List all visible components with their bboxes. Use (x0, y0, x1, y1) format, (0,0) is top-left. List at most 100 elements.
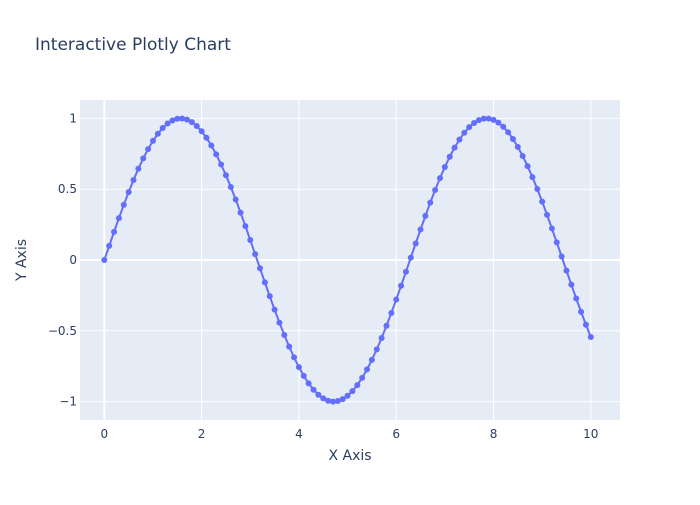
data-point (398, 282, 405, 289)
data-point (315, 391, 322, 398)
data-point (111, 228, 118, 235)
data-point (193, 123, 200, 130)
data-point (115, 215, 122, 222)
data-point (563, 267, 570, 274)
data-point (544, 211, 551, 218)
data-point (188, 119, 195, 126)
data-point (368, 356, 375, 363)
data-point (558, 253, 565, 260)
data-point (320, 395, 327, 402)
data-point (422, 212, 429, 219)
x-tick-label: 6 (392, 427, 400, 441)
data-point (524, 163, 531, 170)
data-point (218, 161, 225, 168)
data-point (393, 296, 400, 303)
data-point (266, 293, 273, 300)
data-point (432, 187, 439, 194)
data-point (198, 128, 205, 135)
data-point (529, 174, 536, 181)
data-point (222, 172, 229, 179)
data-point (578, 308, 585, 315)
grid-lines (80, 100, 620, 420)
data-point (412, 240, 419, 247)
data-point (237, 209, 244, 216)
data-point (164, 120, 171, 127)
data-point (149, 137, 156, 144)
data-point (441, 163, 448, 170)
data-point (373, 346, 380, 353)
data-point (349, 388, 356, 395)
data-point (344, 392, 351, 399)
x-tick-label: 10 (583, 427, 598, 441)
data-point (286, 343, 293, 350)
data-point (354, 382, 361, 389)
data-point (446, 153, 453, 160)
data-point (305, 380, 312, 387)
data-point (407, 254, 414, 261)
data-point (568, 281, 575, 288)
data-point (261, 279, 268, 286)
y-tick-label: 1 (69, 111, 77, 125)
y-tick-label: 0 (69, 253, 77, 267)
data-point (125, 189, 132, 196)
data-point (329, 398, 336, 405)
x-axis-title: X Axis (328, 448, 371, 464)
data-point (388, 309, 395, 316)
data-point (456, 136, 463, 143)
data-point (582, 321, 589, 328)
data-point (334, 398, 341, 405)
data-point (257, 265, 263, 272)
data-point (101, 257, 108, 263)
data-point (291, 354, 298, 361)
data-point (247, 237, 254, 244)
data-point (281, 332, 288, 339)
data-point (174, 115, 181, 122)
data-point (378, 334, 385, 341)
data-point (339, 396, 346, 403)
data-point (145, 146, 152, 153)
x-tick-label: 0 (101, 427, 109, 441)
data-point (402, 268, 409, 275)
data-point (539, 198, 546, 205)
data-point (490, 116, 497, 123)
y-axis-title: Y Axis (14, 239, 30, 282)
data-point (232, 196, 239, 203)
data-point (169, 117, 176, 124)
data-point (475, 117, 482, 124)
data-point (427, 199, 434, 206)
data-point (242, 223, 249, 230)
x-tick-label: 2 (198, 427, 206, 441)
data-point (509, 135, 516, 142)
data-point (120, 201, 127, 208)
data-point (159, 125, 166, 132)
data-point (466, 124, 473, 131)
data-point (553, 239, 560, 246)
data-point (184, 116, 191, 123)
data-point (500, 123, 507, 130)
data-point (480, 115, 487, 122)
data-point (130, 177, 137, 184)
y-tick-label: −0.5 (48, 324, 77, 338)
series-layer (101, 115, 594, 405)
x-tick-label: 4 (295, 427, 303, 441)
data-point (495, 119, 502, 126)
data-point (179, 115, 186, 122)
data-point (383, 322, 390, 329)
data-point (519, 153, 526, 160)
data-point (106, 242, 113, 249)
data-point (271, 306, 278, 313)
data-point (573, 295, 580, 302)
data-point (437, 175, 443, 182)
data-point (208, 142, 215, 149)
data-point (587, 334, 594, 341)
data-point (505, 129, 512, 136)
data-point (417, 226, 424, 233)
y-tick-label: −1 (59, 395, 77, 409)
data-point (364, 366, 371, 373)
data-point (534, 186, 541, 193)
data-point (485, 115, 492, 122)
data-point (548, 225, 555, 232)
data-point (295, 364, 302, 371)
